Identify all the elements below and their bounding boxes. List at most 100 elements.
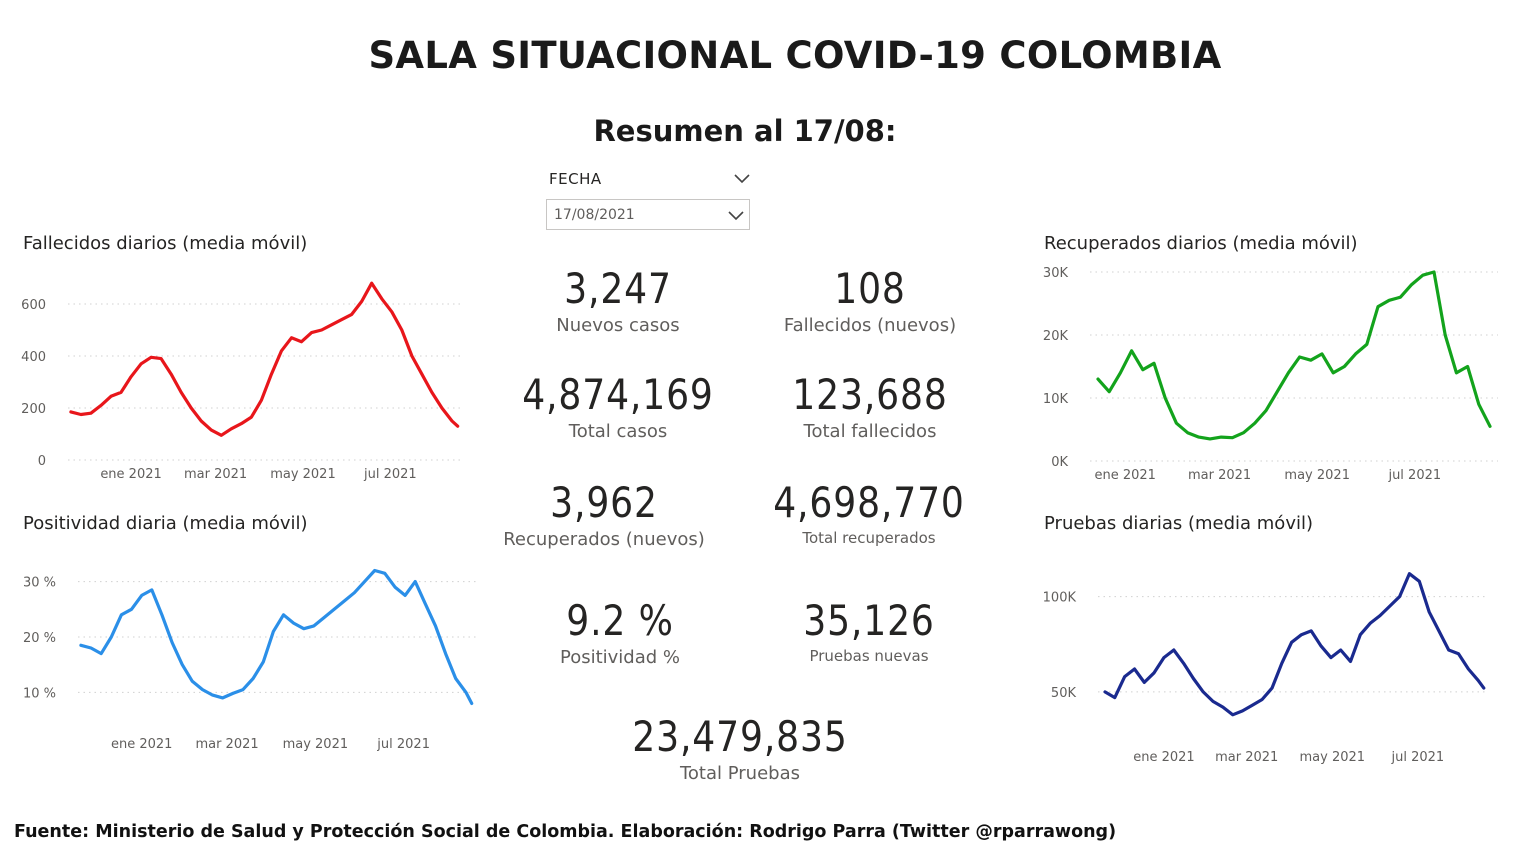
kpi-value: 9.2 % [566,596,674,645]
recovered-data-point [1388,299,1391,302]
kpi-label: Nuevos casos [556,315,680,337]
recovered-data-point [1096,377,1100,381]
x-tick-label: ene 2021 [100,467,161,482]
recovered-data-point [1119,371,1122,374]
kpi-new-recovered: 3,962 Recuperados (nuevos) [489,478,719,551]
y-tick-label: 100K [1043,591,1077,606]
kpi-new-tests: 35,126 Pruebas nuevas [764,596,974,665]
deaths-data-point [420,373,424,376]
recovered-data-point [1130,349,1133,352]
kpi-value: 23,479,835 [632,712,848,761]
x-tick-label: may 2021 [270,467,336,482]
positivity-data-point [434,624,437,628]
tests-data-point [1408,572,1411,575]
deaths-data-point [390,310,393,313]
positivity-line-chart[interactable]: 10 % 20 % 30 % ene 2021 mar 2021 may 2021 jul … [0,555,500,765]
kpi-value: 35,126 [803,596,935,645]
positivity-data-point [363,580,366,583]
positivity-data-point [160,613,164,616]
positivity-series-line[interactable] [79,568,474,705]
kpi-new-deaths: 108 Fallecidos (nuevos) [760,265,980,337]
recovered-data-point [1264,409,1268,412]
tests-line-chart[interactable]: 50K 100K ene 2021 mar 2021 may 2021 jul 2021 [1030,560,1519,775]
positivity-data-point [251,677,255,680]
positivity-data-point [120,613,123,616]
kpi-label: Fallecidos (nuevos) [783,315,957,337]
chevron-down-icon[interactable] [733,168,751,188]
deaths-data-point [109,395,113,398]
positivity-data-point [403,594,407,597]
recovered-data-point [1466,365,1469,368]
positivity-data-point [110,635,113,639]
kpi-label: Total casos [568,421,668,443]
deaths-data-point [370,282,373,285]
kpi-label: Recuperados (nuevos) [503,529,705,551]
positivity-data-point [424,602,427,605]
kpi-label: Total Pruebas [679,763,800,785]
recovered-data-point [1354,352,1357,356]
tests-data-point [1260,698,1264,701]
y-tick-label: 10K [1043,392,1069,407]
chart-title-recovered: Recuperados diarios (media móvil) [1044,233,1358,254]
date-slicer-header[interactable]: FECHA [549,168,751,192]
deaths-data-point [290,336,293,339]
x-tick-label: ene 2021 [111,737,172,752]
recovered-data-point [1444,333,1447,337]
tests-data-point [1418,580,1421,583]
recovered-data-point [1432,270,1436,274]
tests-series-line[interactable] [1103,572,1486,717]
positivity-data-point [470,702,473,705]
positivity-data-point [383,572,386,575]
x-tick-label: mar 2021 [184,467,247,482]
kpi-new-cases: 3,247 Nuevos casos [518,265,718,337]
recovered-data-point [1108,390,1111,393]
recovered-data-point [1164,396,1167,400]
recovered-data-point [1152,362,1156,365]
tests-data-point [1231,713,1234,716]
chart-title-tests: Pruebas diarias (media móvil) [1044,513,1313,534]
deaths-series-line[interactable] [69,281,460,437]
positivity-data-point [241,688,245,691]
recovered-data-point [1320,352,1324,356]
tests-data-point [1103,690,1107,694]
recovered-data-point [1421,274,1424,277]
kpi-value: 3,962 [550,478,658,527]
positivity-data-point [89,646,93,650]
deaths-data-point [300,340,303,343]
y-tick-label: 10 % [23,686,56,701]
positivity-data-point [272,630,275,633]
tests-data-point [1290,641,1293,644]
x-tick-label: may 2021 [1284,468,1350,483]
deaths-line-chart[interactable]: 0 200 400 600 ene 2021 mar 2021 may 2021 jul 20… [0,270,500,490]
positivity-data-point [221,696,224,700]
recovered-data-point [1186,431,1189,434]
tests-data-point [1143,681,1146,684]
deaths-data-point [210,428,213,432]
deaths-data-point [320,328,323,332]
tests-data-point [1398,595,1401,598]
chevron-down-icon[interactable] [727,206,745,224]
positivity-data-point [201,688,204,691]
deaths-data-point [270,373,273,376]
deaths-data-point [440,406,444,410]
date-dropdown[interactable]: 17/08/2021 [546,199,750,230]
x-tick-label: mar 2021 [1188,468,1251,483]
x-tick-label: ene 2021 [1094,468,1155,483]
y-tick-label: 50K [1051,686,1077,701]
recovered-data-point [1276,390,1279,393]
positivity-data-point [191,680,194,683]
recovered-line-chart[interactable]: 0K 10K 20K 30K ene 2021 mar 2021 may 2021 jul 2… [1030,258,1519,490]
deaths-data-point [400,328,403,332]
deaths-data-point [340,318,343,321]
recovered-data-point [1365,343,1368,346]
recovered-series-line[interactable] [1096,270,1492,441]
deaths-data-point [240,422,243,425]
tests-data-point [1221,705,1225,709]
tests-data-point [1280,662,1283,665]
recovered-data-point [1488,425,1492,428]
deaths-data-point [180,391,183,394]
deaths-data-point [456,425,459,428]
positivity-data-point [333,608,336,611]
deaths-data-point [190,406,193,410]
recovered-data-point [1253,422,1256,425]
